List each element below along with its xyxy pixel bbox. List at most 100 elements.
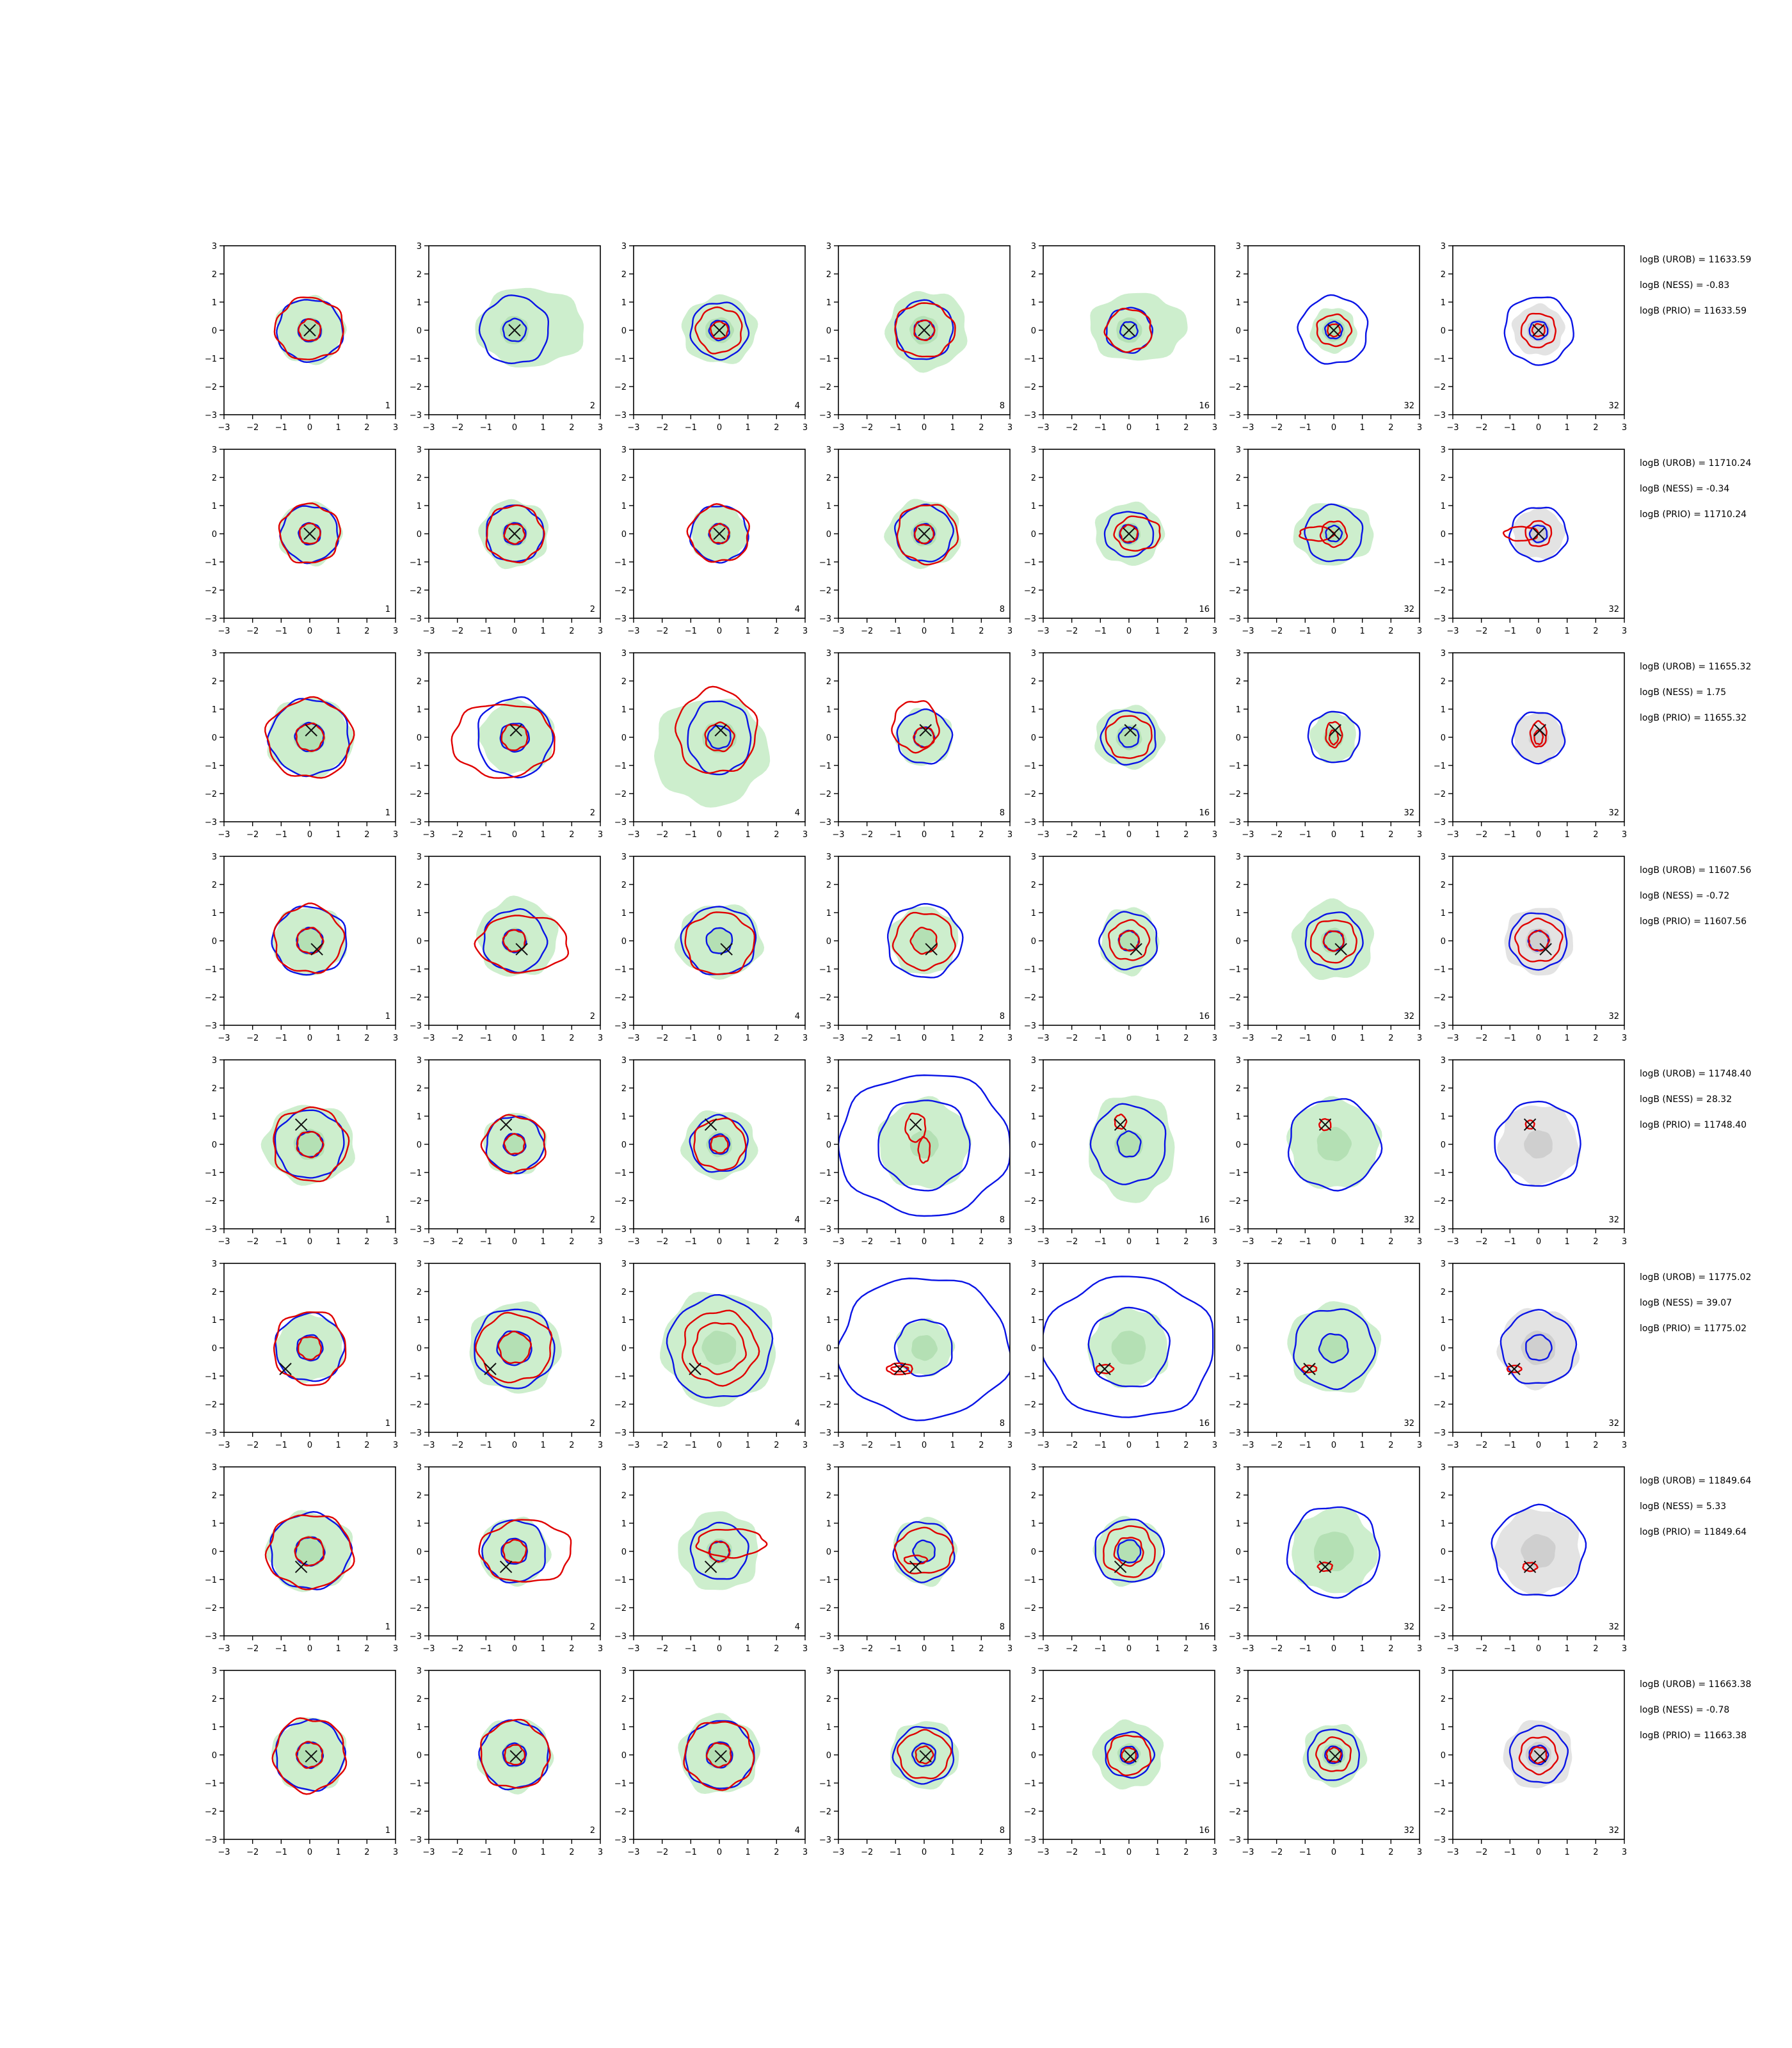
x-tick-label: −1 bbox=[1504, 1441, 1516, 1450]
y-tick-label: −3 bbox=[410, 818, 422, 828]
y-tick-label: −2 bbox=[410, 1604, 422, 1613]
y-tick-label: −3 bbox=[819, 1836, 831, 1845]
y-tick-label: 2 bbox=[417, 1288, 422, 1297]
true-point-marker bbox=[1124, 724, 1137, 737]
y-tick-label: 3 bbox=[826, 1260, 831, 1269]
y-tick-label: −1 bbox=[205, 965, 217, 975]
x-tick-label: −3 bbox=[1037, 1034, 1049, 1043]
x-tick-label: 0 bbox=[922, 830, 927, 840]
true-point-marker bbox=[305, 1750, 317, 1763]
panel-r5-c1: −3 −2 −1 0 1 2 3 −3 −2 −1 0 1 2 3 1 bbox=[205, 1056, 398, 1247]
y-tick-label: 0 bbox=[1031, 1344, 1036, 1354]
y-tick-label: −2 bbox=[1024, 1807, 1036, 1817]
y-tick-label: −3 bbox=[1434, 1225, 1446, 1235]
y-tick-label: −1 bbox=[410, 1169, 422, 1178]
red-contour bbox=[1529, 720, 1548, 748]
blue-contour bbox=[912, 1539, 936, 1564]
stat-text: logB (UROB) = 11849.64 bbox=[1640, 1476, 1751, 1486]
panel-plot-area bbox=[884, 291, 968, 373]
true-point-marker bbox=[515, 943, 528, 956]
x-tick-label: −2 bbox=[1270, 627, 1283, 636]
x-tick-label: 3 bbox=[598, 1237, 603, 1247]
x-tick-label: 2 bbox=[1183, 423, 1188, 433]
y-tick-label: −3 bbox=[205, 411, 217, 420]
x-tick-label: 3 bbox=[1212, 627, 1217, 636]
y-tick-label: 0 bbox=[1031, 1751, 1036, 1761]
panel-r7-c2: −3 −2 −1 0 1 2 3 −3 −2 −1 0 1 2 3 2 bbox=[410, 1463, 603, 1654]
blue-contour bbox=[499, 723, 530, 753]
y-tick-label: 2 bbox=[1031, 1084, 1036, 1094]
x-tick-label: −3 bbox=[422, 830, 435, 840]
y-tick-label: 2 bbox=[621, 1491, 627, 1501]
x-tick-label: −3 bbox=[218, 1441, 230, 1450]
blue-contour bbox=[838, 1074, 1010, 1217]
y-tick-label: 2 bbox=[1236, 1288, 1241, 1297]
x-tick-label: 1 bbox=[541, 1441, 546, 1450]
x-tick-label: 1 bbox=[1155, 1441, 1160, 1450]
panel-r1-c6: −3 −2 −1 0 1 2 3 −3 −2 −1 0 1 2 3 32 bbox=[1229, 242, 1422, 433]
blue-contour bbox=[474, 1308, 556, 1389]
panel-plot-area bbox=[891, 700, 954, 766]
blue-contour bbox=[1511, 711, 1566, 765]
y-tick-label: 1 bbox=[826, 909, 831, 918]
x-tick-label: 0 bbox=[1126, 830, 1132, 840]
x-tick-label: 0 bbox=[307, 830, 312, 840]
x-tick-label: −2 bbox=[1270, 830, 1283, 840]
y-tick-label: −3 bbox=[614, 1428, 627, 1438]
y-tick-label: −2 bbox=[614, 586, 627, 596]
y-tick-label: −2 bbox=[205, 1807, 217, 1817]
panel-column-label: 4 bbox=[795, 808, 800, 818]
row-stats-r8: logB (UROB) = 11663.38 logB (NESS) = -0.7… bbox=[1640, 1679, 1751, 1741]
x-tick-label: 0 bbox=[922, 1441, 927, 1450]
x-tick-label: −2 bbox=[1066, 1848, 1078, 1857]
panel-plot-area bbox=[260, 1105, 355, 1186]
x-tick-label: 3 bbox=[393, 627, 398, 636]
y-tick-label: −3 bbox=[819, 614, 831, 624]
true-point-marker bbox=[1329, 724, 1341, 737]
y-tick-label: 3 bbox=[826, 649, 831, 659]
x-tick-label: −2 bbox=[1066, 1034, 1078, 1043]
x-tick-label: −3 bbox=[218, 1034, 230, 1043]
blue-contour bbox=[1304, 503, 1364, 563]
true-point-marker bbox=[1318, 1560, 1332, 1573]
y-tick-label: 3 bbox=[1236, 649, 1241, 659]
panel-plot-area bbox=[654, 685, 771, 808]
x-tick-label: 3 bbox=[1212, 1441, 1217, 1450]
panel-plot-area bbox=[1307, 710, 1361, 764]
y-tick-label: 1 bbox=[212, 705, 217, 715]
panel-r2-c3: −3 −2 −1 0 1 2 3 −3 −2 −1 0 1 2 3 4 bbox=[614, 445, 808, 636]
y-tick-label: 1 bbox=[417, 1112, 422, 1122]
x-tick-label: −1 bbox=[1299, 1034, 1311, 1043]
y-tick-label: −2 bbox=[819, 790, 831, 799]
y-tick-label: 3 bbox=[417, 1667, 422, 1676]
x-tick-label: −3 bbox=[832, 1848, 844, 1857]
panel-r6-c2: −3 −2 −1 0 1 2 3 −3 −2 −1 0 1 2 3 2 bbox=[410, 1260, 603, 1450]
red-contour bbox=[913, 726, 935, 749]
y-tick-label: 0 bbox=[212, 530, 217, 540]
x-tick-label: −2 bbox=[1475, 423, 1487, 433]
red-contour bbox=[909, 926, 938, 955]
panel-column-label: 8 bbox=[1000, 1826, 1005, 1836]
x-tick-label: 1 bbox=[541, 1034, 546, 1043]
density-core bbox=[911, 928, 938, 954]
panel-column-label: 2 bbox=[590, 1622, 595, 1632]
panel-r7-c5: −3 −2 −1 0 1 2 3 −3 −2 −1 0 1 2 3 16 bbox=[1024, 1463, 1217, 1654]
y-tick-label: −2 bbox=[1434, 993, 1446, 1003]
x-tick-label: 2 bbox=[774, 423, 779, 433]
panel-r2-c4: −3 −2 −1 0 1 2 3 −3 −2 −1 0 1 2 3 8 bbox=[819, 445, 1012, 636]
panel-column-label: 16 bbox=[1199, 1826, 1210, 1836]
x-tick-label: −2 bbox=[451, 1848, 463, 1857]
true-point-marker bbox=[509, 724, 522, 737]
y-tick-label: 3 bbox=[826, 445, 831, 455]
y-tick-label: −3 bbox=[1024, 614, 1036, 624]
y-tick-label: −3 bbox=[1024, 1836, 1036, 1845]
panel-r6-c6: −3 −2 −1 0 1 2 3 −3 −2 −1 0 1 2 3 32 bbox=[1229, 1260, 1422, 1450]
red-contour bbox=[681, 1309, 760, 1387]
y-tick-label: −3 bbox=[1434, 1632, 1446, 1642]
y-tick-label: 1 bbox=[417, 705, 422, 715]
x-tick-label: 3 bbox=[393, 830, 398, 840]
y-tick-label: −1 bbox=[819, 1779, 831, 1789]
x-tick-label: 2 bbox=[364, 423, 369, 433]
true-point-marker bbox=[508, 527, 521, 540]
red-contour bbox=[1524, 520, 1553, 547]
